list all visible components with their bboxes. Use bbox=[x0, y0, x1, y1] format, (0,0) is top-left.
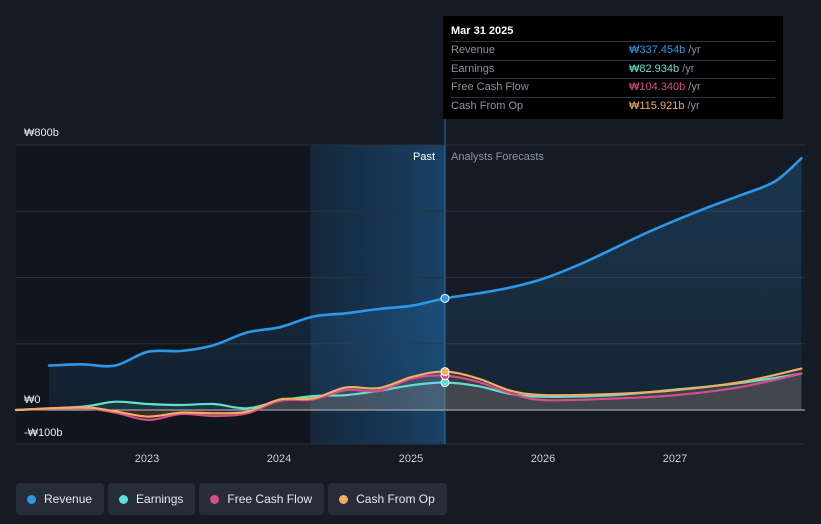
tooltip-label: Earnings bbox=[451, 62, 495, 75]
legend-label: Cash From Op bbox=[356, 492, 435, 506]
line-revenue bbox=[47, 157, 803, 368]
legend-dot-icon bbox=[27, 494, 36, 504]
line-free-cash-flow bbox=[14, 372, 803, 422]
tooltip-unit: /yr bbox=[682, 62, 695, 75]
tooltip-value: ₩104.340b bbox=[629, 81, 686, 93]
tooltip-label: Revenue bbox=[451, 44, 496, 56]
legend-dot-icon bbox=[119, 494, 129, 504]
legend-item-cash-from-op[interactable]: Cash From Op bbox=[328, 483, 447, 515]
area-revenue bbox=[49, 158, 802, 410]
tooltip-row-free-cash-flow: Free Cash Flow ₩104.340b /yr bbox=[451, 78, 775, 97]
line-earnings bbox=[14, 372, 803, 412]
tooltip-value: ₩82.934b bbox=[629, 62, 680, 75]
tooltip-label: Free Cash Flow bbox=[451, 81, 529, 93]
x-tick-label: 2023 bbox=[135, 453, 159, 465]
data-tooltip: Mar 31 2025 Revenue ₩337.454b /yr Earnin… bbox=[443, 16, 783, 119]
area-cash-from-op bbox=[16, 368, 802, 417]
legend-item-revenue[interactable]: Revenue bbox=[16, 483, 105, 515]
x-tick-label: 2024 bbox=[267, 453, 291, 465]
tooltip-value: ₩337.454b bbox=[629, 44, 686, 56]
y-tick-label: ₩0 bbox=[24, 394, 41, 406]
marker-cash-from-op bbox=[440, 367, 450, 377]
tooltip-row-earnings: Earnings ₩82.934b /yr bbox=[451, 59, 775, 79]
y-tick-label: ₩800b bbox=[24, 127, 59, 139]
past-label: Past bbox=[413, 151, 435, 163]
chart-labels: Past Analysts Forecasts ₩800b ₩0 -₩100b 202… bbox=[24, 127, 687, 465]
tooltip-label: Cash From Op bbox=[451, 99, 524, 112]
legend-label: Revenue bbox=[44, 492, 93, 506]
x-tick-label: 2026 bbox=[531, 453, 555, 465]
tooltip-unit: /yr bbox=[688, 81, 701, 93]
legend-dot-icon bbox=[210, 494, 220, 504]
tooltip-unit: /yr bbox=[688, 44, 701, 56]
legend-dot-icon bbox=[339, 494, 349, 504]
legend-label: Free Cash Flow bbox=[227, 492, 313, 506]
legend-item-earnings[interactable]: Earnings bbox=[108, 483, 196, 515]
tooltip-value: ₩115.921b bbox=[629, 99, 685, 112]
legend-label: Earnings bbox=[136, 492, 184, 506]
forecast-label: Analysts Forecasts bbox=[451, 151, 544, 163]
tooltip-unit: /yr bbox=[687, 99, 700, 112]
chart-legend: Revenue Earnings Free Cash Flow Cash Fro… bbox=[16, 483, 447, 515]
tooltip-row-cash-from-op: Cash From Op ₩115.921b /yr bbox=[451, 96, 775, 116]
chart-areas bbox=[16, 158, 802, 420]
tooltip-row-revenue: Revenue ₩337.454b /yr bbox=[451, 41, 775, 60]
tooltip-date: Mar 31 2025 bbox=[451, 25, 514, 37]
line-cash-from-op bbox=[14, 367, 803, 418]
x-tick-label: 2025 bbox=[399, 453, 423, 465]
y-tick-label: -₩100b bbox=[24, 427, 63, 439]
legend-item-free-cash-flow[interactable]: Free Cash Flow bbox=[199, 483, 325, 515]
chart-lines bbox=[14, 157, 803, 422]
chart-markers bbox=[440, 293, 450, 388]
x-tick-label: 2027 bbox=[663, 453, 687, 465]
marker-revenue bbox=[440, 293, 450, 303]
area-earnings bbox=[16, 373, 802, 410]
area-free-cash-flow bbox=[16, 373, 802, 420]
